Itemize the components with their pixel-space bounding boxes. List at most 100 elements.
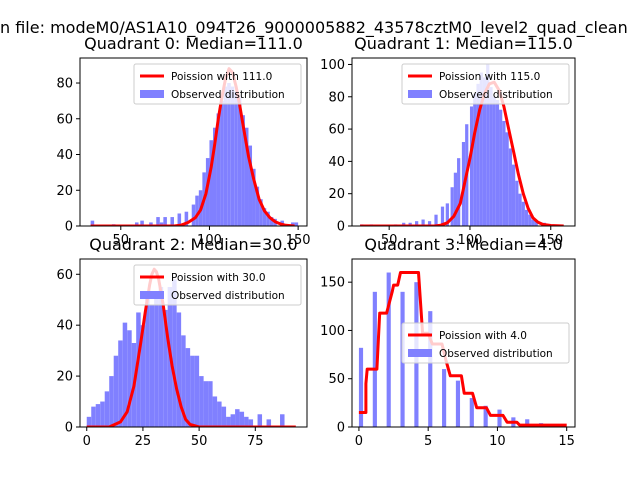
- hist-bar-23: [190, 355, 195, 427]
- hist-bar-18: [216, 113, 221, 226]
- hist-bar-3: [140, 220, 144, 226]
- hist-bar-26: [502, 121, 506, 226]
- hist-bar-27: [505, 132, 509, 226]
- x-tick-label: 50: [381, 233, 398, 248]
- x-tick-label: 100: [458, 233, 483, 248]
- hist-bar-25: [499, 109, 503, 226]
- subplot-title: Quadrant 1: Median=115.0: [354, 34, 573, 53]
- legend: Poission with 115.0 Observed distribution: [401, 63, 570, 105]
- hist-bar-18: [476, 83, 480, 226]
- hist-bar-26: [244, 127, 249, 226]
- y-tick-label: 150: [320, 276, 345, 291]
- hist-bar-38: [266, 419, 272, 427]
- hist-bar-4: [104, 391, 110, 427]
- hist-bar-8: [469, 398, 474, 427]
- hist-bar-36: [534, 221, 538, 226]
- hist-bar-6: [113, 355, 119, 427]
- hist-bar-9: [483, 405, 488, 427]
- legend-hist-label: Observed distribution: [439, 348, 553, 360]
- legend-hist-label: Observed distribution: [439, 89, 553, 101]
- hist-bar-26: [203, 381, 209, 427]
- hist-bar-32: [230, 414, 236, 427]
- hist-bar-30: [515, 180, 519, 226]
- hist-bar-12: [453, 172, 458, 226]
- y-tick-label: 60: [56, 112, 73, 127]
- hist-bar-29: [511, 164, 516, 226]
- hist-bar-9: [177, 213, 182, 226]
- hist-bar-21: [227, 83, 231, 226]
- y-tick-label: 80: [328, 90, 345, 105]
- hist-bar-20: [223, 86, 228, 226]
- y-tick-label: 50: [328, 372, 345, 387]
- hist-bar-29: [217, 401, 222, 427]
- axes-frame: [79, 258, 308, 428]
- hist-bar-4: [408, 222, 412, 226]
- y-tick-label: 40: [56, 319, 73, 334]
- hist-bar-31: [226, 416, 231, 427]
- hist-bar-17: [213, 127, 217, 226]
- plot-area: [90, 67, 299, 226]
- hist-bar-11: [191, 204, 196, 226]
- x-tick-label: 15: [558, 434, 575, 449]
- y-tick-label: 80: [56, 77, 73, 92]
- hist-bar-6: [159, 222, 164, 226]
- hist-bar-16: [469, 106, 474, 226]
- plot-area: [360, 64, 564, 226]
- subplot-title: Quadrant 0: Median=111.0: [84, 34, 303, 53]
- legend-bar-swatch: [408, 90, 432, 98]
- subplot-1: 50 100 150 0 20 40 60 80 100 Quadrant 1: Median=1…: [320, 34, 576, 248]
- hist-bar-9: [127, 330, 132, 427]
- hist-bar-14: [149, 304, 155, 427]
- hist-bar-36: [291, 222, 295, 226]
- legend-box: [401, 63, 570, 105]
- hist-bar-13: [145, 294, 150, 427]
- hist-bar-25: [199, 376, 204, 427]
- legend: Poission with 111.0 Observed distribution: [133, 63, 302, 105]
- y-tick-label: 0: [65, 220, 73, 235]
- x-tick-label: 50: [191, 434, 208, 449]
- legend: Poission with 4.0 Observed distribution: [401, 322, 570, 364]
- hist-bar-1: [372, 291, 377, 427]
- legend-box: [133, 63, 302, 105]
- y-tick-label: 20: [56, 370, 73, 385]
- hist-bar-24: [237, 97, 242, 226]
- hist-bar-27: [208, 381, 213, 427]
- hist-bar-32: [521, 201, 525, 226]
- hist-bar-20: [482, 77, 487, 226]
- x-tick-label: 5: [424, 434, 432, 449]
- hist-bar-33: [235, 409, 240, 427]
- hist-bar-12: [525, 419, 530, 427]
- hist-bar-12: [140, 325, 146, 427]
- hist-bar-28: [212, 396, 218, 427]
- hist-bar-39: [280, 414, 285, 427]
- subplot-2: 0 25 50 75 0 20 40 60 Quadrant 2: Median=30.0 Poi…: [56, 235, 308, 449]
- hist-bar-37: [294, 222, 299, 226]
- x-tick-label: 100: [197, 233, 222, 248]
- hist-bar-0: [86, 416, 92, 427]
- y-tick-label: 40: [328, 155, 345, 170]
- hist-bar-16: [158, 287, 164, 427]
- hist-bar-5: [156, 217, 160, 226]
- y-tick-label: 40: [56, 148, 73, 163]
- hist-bar-19: [220, 100, 224, 226]
- hist-bar-3: [402, 222, 406, 226]
- hist-bar-27: [248, 145, 253, 226]
- hist-bar-2: [386, 272, 391, 427]
- axes-frame: [351, 57, 576, 227]
- hist-bar-37: [257, 414, 263, 427]
- hist-bar-9: [440, 206, 445, 226]
- hist-bar-7: [163, 217, 167, 226]
- hist-bar-5: [109, 376, 114, 427]
- hist-bar-12: [195, 195, 199, 226]
- hist-bar-19: [479, 72, 483, 226]
- subplot-title: Quadrant 2: Median=30.0: [89, 235, 297, 254]
- hist-bar-13: [457, 158, 461, 226]
- hist-bar-10: [184, 211, 189, 226]
- subplot-title: Quadrant 3: Median=4.0: [364, 235, 562, 254]
- legend-bar-swatch: [140, 291, 164, 299]
- x-tick-label: 0: [83, 434, 91, 449]
- hist-bar-7: [118, 340, 123, 427]
- hist-bar-23: [492, 96, 496, 226]
- hist-bar-2: [95, 404, 101, 427]
- hist-bar-32: [266, 211, 270, 226]
